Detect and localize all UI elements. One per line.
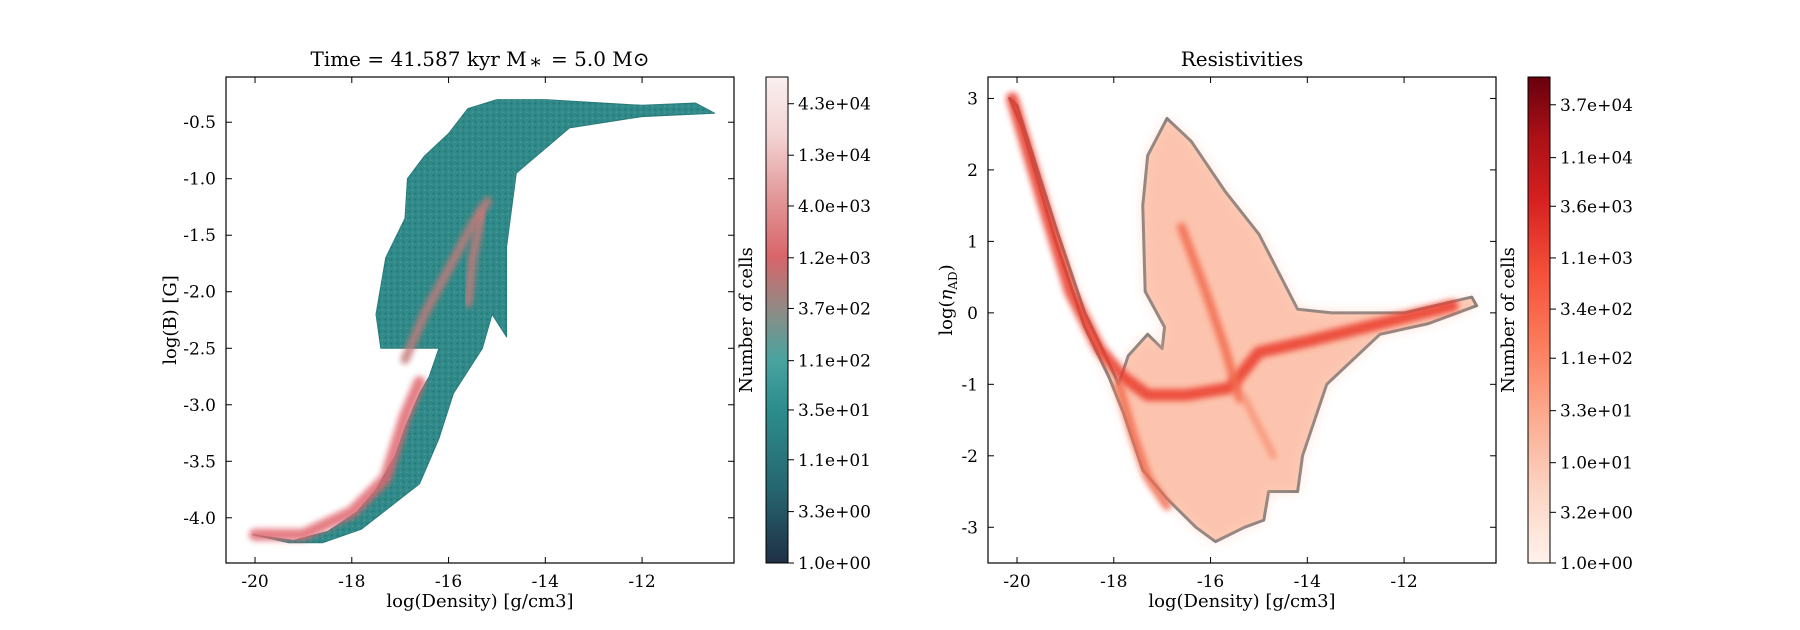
- x-tick-label: -16: [435, 572, 462, 592]
- y-tick-label: 3: [967, 89, 978, 109]
- colorbar-tick-label: 3.7e+02: [798, 299, 871, 319]
- y-tick-label: -3.0: [183, 396, 216, 416]
- colorbar-tick-label: 1.1e+02: [798, 352, 871, 372]
- panel1-plot-area: [249, 99, 716, 544]
- panel2-ylabel: log(ηAD): [936, 264, 960, 335]
- panel1-title: Time = 41.587 kyr M ⁎ = 5.0 M⊙: [310, 47, 649, 71]
- colorbar-tick-label: 1.0e+00: [1560, 554, 1633, 574]
- colorbar-tick-label: 1.0e+00: [798, 554, 871, 574]
- y-tick-label: -1: [961, 375, 978, 395]
- panel2-axes-frame: [987, 76, 1497, 564]
- y-tick-label: 0: [967, 304, 978, 324]
- panel1-ylabel: log(B) [G]: [160, 275, 181, 365]
- density-ridge-high: [1006, 92, 1459, 401]
- colorbar-tick-label: 3.3e+00: [798, 503, 871, 523]
- panel1-colorbar: [765, 76, 789, 564]
- colorbar-tick-label: 4.0e+03: [798, 197, 871, 217]
- right-panel: Resistivities -20 -18 -16 -14 -12 -3 -2 -1 0 1 2 3…: [936, 47, 1633, 612]
- panel2-xlabel: log(Density) [g/cm3]: [1148, 591, 1335, 612]
- colorbar-tick-label: 1.1e+01: [798, 451, 871, 471]
- y-tick-label: 2: [967, 161, 978, 181]
- colorbar-tick-label: 1.0e+01: [1560, 454, 1633, 474]
- colorbar-tick-label: 3.5e+01: [798, 401, 871, 421]
- x-tick-label: -20: [241, 572, 268, 592]
- x-tick-label: -12: [1390, 572, 1417, 592]
- colorbar-tick-label: 1.1e+04: [1560, 149, 1633, 169]
- colorbar-tick-label: 4.3e+04: [798, 95, 871, 115]
- colorbar-tick-label: 1.1e+02: [1560, 349, 1633, 369]
- colorbar-tick-label: 3.3e+01: [1560, 402, 1633, 422]
- density-ridge-medium: [1114, 379, 1172, 511]
- colorbar-tick-label: 3.7e+04: [1560, 96, 1633, 116]
- left-panel: Time = 41.587 kyr M ⁎ = 5.0 M⊙ -20 -18 -16…: [160, 47, 871, 612]
- panel1-xlabel: log(Density) [g/cm3]: [386, 591, 573, 612]
- colorbar-tick-label: 3.2e+00: [1560, 503, 1633, 523]
- panel1-colorbar-label: Number of cells: [736, 247, 757, 393]
- colorbar-tick-label: 3.4e+02: [1560, 300, 1633, 320]
- panel1-colorbar-ticks: 1.0e+00 3.3e+00 1.1e+01 3.5e+01 1.1e+02 3.7e+…: [788, 95, 871, 574]
- panel1-x-axis: -20 -18 -16 -14 -12: [241, 77, 656, 592]
- density-region-shading: [1009, 98, 1477, 542]
- panel2-colorbar: [1527, 76, 1551, 564]
- y-tick-label: -2: [961, 447, 978, 467]
- colorbar-tick-label: 1.2e+03: [798, 249, 871, 269]
- x-tick-label: -20: [1003, 572, 1030, 592]
- density-ridge-medium: [463, 208, 487, 308]
- panel2-y-axis: -3 -2 -1 0 1 2 3: [961, 89, 1496, 538]
- density-ridge-high: [249, 376, 426, 541]
- y-tick-label: -0.5: [183, 113, 216, 133]
- panel1-y-axis: -4.0 -3.5 -3.0 -2.5 -2.0 -1.5 -1.0 -0.5: [183, 113, 734, 529]
- panel2-title: Resistivities: [1181, 47, 1303, 71]
- density-ridge-low: [1240, 395, 1277, 460]
- panel2-colorbar-ticks: 1.0e+00 3.2e+00 1.0e+01 3.3e+01 1.1e+02 3.4e+…: [1550, 96, 1633, 574]
- colorbar-tick-label: 3.6e+03: [1560, 197, 1633, 217]
- y-tick-label: -1.5: [183, 226, 216, 246]
- y-tick-label: -2.5: [183, 339, 216, 359]
- y-tick-label: -3.5: [183, 452, 216, 472]
- x-tick-label: -18: [338, 572, 365, 592]
- y-tick-label: 1: [967, 232, 978, 252]
- x-tick-label: -12: [628, 572, 655, 592]
- x-tick-label: -16: [1197, 572, 1224, 592]
- panel1-axes-frame: [225, 76, 735, 564]
- y-tick-label: -3: [961, 518, 978, 538]
- colorbar-tick-label: 1.1e+03: [1560, 249, 1633, 269]
- panel2-plot-area: [1006, 92, 1479, 544]
- panel2-colorbar-label: Number of cells: [1498, 247, 1519, 393]
- panel2-x-axis: -20 -18 -16 -14 -12: [1003, 77, 1418, 592]
- colorbar-tick-label: 1.3e+04: [798, 146, 871, 166]
- x-tick-label: -14: [1294, 572, 1321, 592]
- y-tick-label: -4.0: [183, 509, 216, 529]
- x-tick-label: -14: [532, 572, 559, 592]
- y-tick-label: -2.0: [183, 283, 216, 303]
- x-tick-label: -18: [1100, 572, 1127, 592]
- density-ridge-medium: [1177, 222, 1245, 404]
- y-tick-label: -1.0: [183, 170, 216, 190]
- density-region-texture: [252, 99, 715, 543]
